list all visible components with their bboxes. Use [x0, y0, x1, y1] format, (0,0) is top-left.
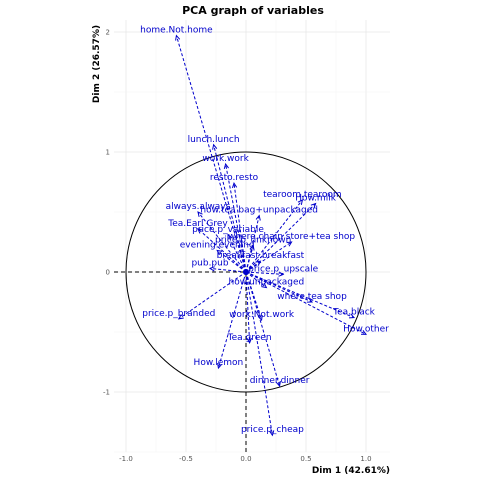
y-tick-label: -1: [103, 389, 110, 397]
variable-label: pub.pub: [191, 258, 228, 268]
variable-arrowhead: [348, 313, 356, 319]
x-axis-title: Dim 1 (42.61%): [312, 466, 390, 476]
variable-arrowhead: [223, 162, 229, 169]
variable-arrow: [245, 271, 367, 335]
variable-arrow: [245, 203, 316, 273]
x-tick-label: 1.0: [360, 455, 371, 463]
variable-arrow: [245, 245, 254, 273]
variable-arrowhead: [269, 430, 275, 437]
variable-label: Tea.black: [332, 308, 376, 318]
variable-arrowhead: [246, 337, 253, 344]
variable-label: always.always: [166, 202, 231, 212]
variable-arrow: [175, 35, 247, 273]
variable-arrow: [245, 271, 263, 321]
variable-labels: home.Not.home lunch.lunch work.work resto.r…: [140, 26, 389, 436]
variable-arrowhead: [255, 214, 261, 221]
y-tick-label: 0: [106, 269, 110, 277]
variable-arrowhead: [231, 182, 238, 189]
variable-arrowhead: [208, 266, 215, 272]
axis-ticks: -1.0 -0.5 0.0 0.5 1.0 -1 0 1 2: [103, 29, 372, 464]
x-tick-label: 0.0: [240, 455, 251, 463]
variable-arrow: [245, 271, 284, 275]
variable-label: price.p_branded: [142, 309, 215, 319]
variable-arrow: [245, 271, 267, 288]
variable-arrow: [216, 249, 247, 273]
variable-arrow: [197, 211, 247, 273]
variable-label: where.chain store+tea shop: [228, 232, 355, 242]
variable-arrowhead: [175, 34, 181, 41]
variable-label: dinner.dinner: [250, 376, 310, 386]
x-tick-label: 0.5: [300, 455, 311, 463]
variable-arrow: [227, 234, 247, 273]
variable-arrow: [197, 228, 247, 273]
variable-label: How.other: [343, 324, 389, 334]
origin-marker: [243, 269, 249, 275]
variable-label: work.Not.work: [229, 310, 295, 320]
variable-label: where.tea shop: [277, 292, 347, 302]
variable-arrowhead: [249, 244, 255, 251]
variable-label: How.milk: [295, 194, 336, 204]
variable-arrow: [178, 271, 247, 320]
variable-arrow: [245, 199, 303, 273]
variable-label: breakfast.breakfast: [217, 251, 305, 261]
variable-label: work.work: [202, 154, 249, 164]
variable-arrowhead: [275, 380, 281, 388]
variable-label: How.lemon: [194, 358, 244, 368]
variable-arrow: [209, 267, 247, 273]
variable-arrowhead: [197, 228, 203, 234]
variable-arrow: [245, 271, 281, 387]
variable-label: price.p_cheap: [241, 425, 304, 435]
variable-arrowhead: [227, 233, 233, 240]
variable-arrowhead: [261, 282, 268, 289]
y-tick-label: 2: [106, 29, 110, 37]
variable-label: evening.evening: [180, 240, 255, 250]
variable-arrow: [217, 271, 247, 369]
chart-title: PCA graph of variables: [182, 4, 324, 17]
variable-arrowhead: [306, 297, 314, 303]
x-tick-label: -1.0: [119, 455, 133, 463]
variable-arrowhead: [197, 211, 203, 217]
variable-arrowhead: [278, 271, 285, 277]
variable-arrow: [245, 241, 292, 273]
variable-label: resto.resto: [210, 173, 259, 183]
variable-arrowhead: [217, 362, 223, 370]
variable-arrowhead: [177, 314, 184, 320]
x-tick-label: -0.5: [179, 455, 193, 463]
variable-arrow: [225, 163, 247, 273]
variable-label: how.tea bag+unpackaged: [200, 206, 318, 216]
variable-label: tearoom.tearoom: [263, 190, 342, 200]
variable-arrowhead: [255, 260, 262, 266]
variable-arrowhead: [310, 202, 317, 209]
variable-label: how.unpackaged: [229, 278, 305, 288]
variable-arrow: [245, 271, 251, 343]
variable-label: lunch.lunch: [188, 135, 240, 145]
variable-label: Tea.Earl Grey: [167, 219, 228, 229]
variable-label: price.p_unknown: [215, 236, 291, 246]
variable-arrows: [175, 34, 368, 437]
variable-arrow: [213, 144, 247, 273]
variable-arrowhead: [286, 241, 293, 247]
variable-arrowhead: [297, 199, 304, 205]
y-tick-label: 1: [106, 149, 110, 157]
variable-label: home.Not.home: [140, 26, 213, 36]
variable-label: price.p_variable: [192, 225, 264, 235]
variable-arrowhead: [360, 330, 368, 335]
y-axis-title: Dim 2 (26.57%): [92, 25, 102, 103]
variable-label: Tea.green: [227, 333, 272, 343]
variable-label: price.p_upscale: [248, 264, 319, 274]
variable-arrowhead: [212, 143, 218, 150]
variable-arrowhead: [216, 249, 223, 256]
variable-arrow: [245, 271, 355, 319]
variable-arrow: [245, 271, 273, 436]
